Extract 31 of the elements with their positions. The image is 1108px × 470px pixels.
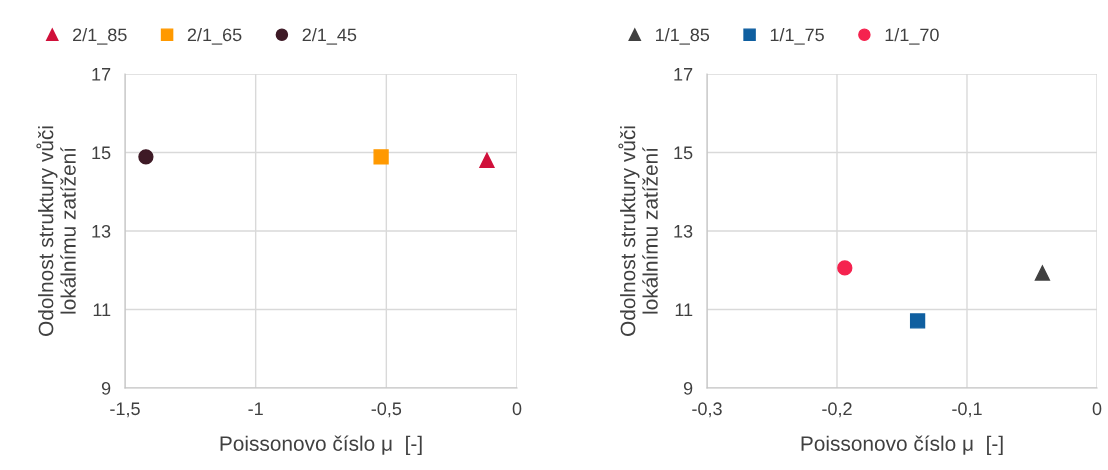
y-tick-label: 13: [92, 224, 111, 238]
point: [1034, 265, 1051, 281]
x-tick-label: -0,3: [692, 402, 722, 418]
y-tick-label: 17: [92, 68, 111, 81]
point: [837, 260, 853, 276]
y-tick-label: 9: [683, 381, 693, 395]
y-tick-label: 15: [92, 146, 111, 160]
legend-label: 2/1_85: [73, 27, 127, 45]
legend-label: 1/1_70: [885, 27, 939, 45]
y-axis-title: Odolnost struktury vůči lokálnímu zatížení: [618, 126, 658, 336]
x-tick-label: -0,5: [371, 402, 402, 418]
x-axis-title: Poissonovo číslo μ [-]: [220, 435, 422, 456]
legend-label: 1/1_75: [770, 27, 824, 45]
y-axis-title: Odolnost struktury vůči lokálnímu zatížení: [36, 126, 76, 336]
y-tick-label: 13: [674, 224, 693, 238]
y-tick-label: 11: [93, 303, 111, 317]
y-tick-label: 17: [674, 68, 693, 81]
y-tick-label: 11: [675, 303, 693, 317]
point: [909, 313, 926, 329]
x-tick-label: -1: [248, 402, 263, 415]
x-tick-label: 0: [512, 402, 522, 416]
legend-label: 2/1_65: [187, 27, 242, 45]
x-tick-label: -0,2: [822, 402, 852, 418]
x-tick-label: -0,1: [952, 402, 982, 418]
legend-label: 1/1_85: [656, 27, 710, 45]
y-tick-label: 9: [101, 381, 111, 395]
x-tick-label: -1,5: [110, 402, 140, 418]
x-axis-title: Poissonovo číslo μ [-]: [801, 435, 1003, 456]
legend-label: 2/1_45: [302, 27, 357, 45]
y-tick-label: 15: [674, 146, 693, 160]
x-tick-label: 0: [1092, 402, 1102, 416]
